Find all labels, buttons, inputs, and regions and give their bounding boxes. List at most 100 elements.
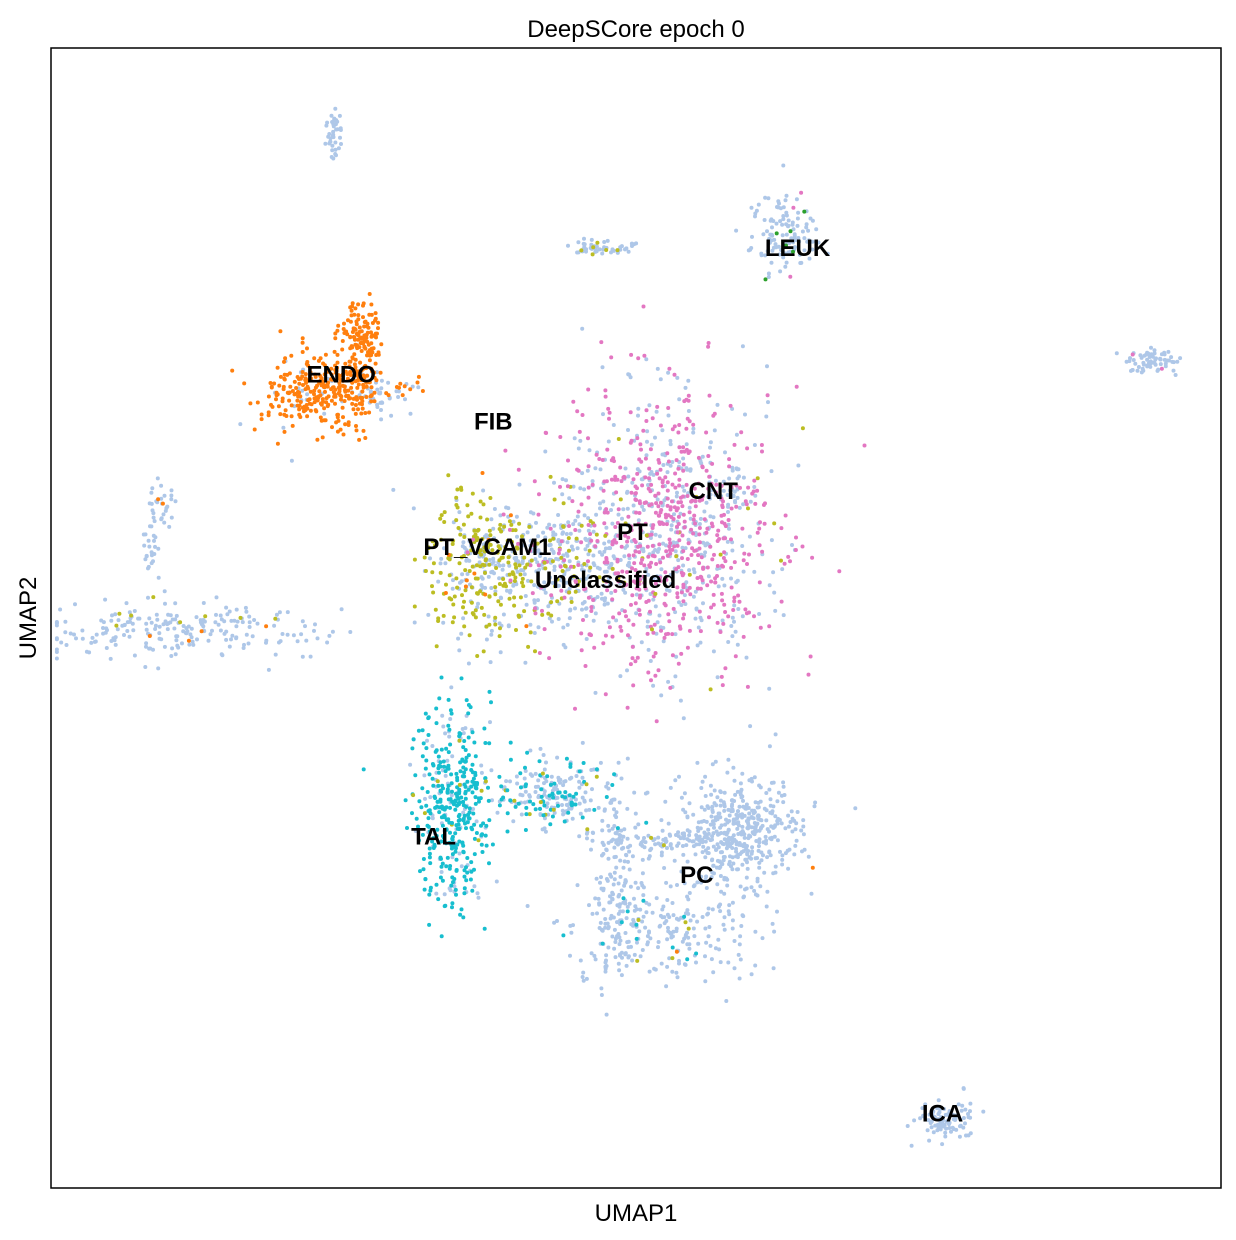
- scatter-point: [672, 544, 677, 549]
- scatter-point: [338, 128, 343, 132]
- scatter-point: [674, 494, 679, 499]
- scatter-point: [611, 882, 616, 887]
- scatter-point: [410, 746, 415, 751]
- scatter-point: [479, 763, 484, 768]
- scatter-point: [694, 833, 699, 838]
- scatter-point: [424, 803, 429, 808]
- scatter-point: [730, 926, 735, 931]
- scatter-point: [518, 771, 523, 776]
- scatter-point: [726, 614, 731, 619]
- scatter-point: [807, 256, 812, 261]
- scatter-point: [638, 907, 643, 912]
- scatter-point: [74, 636, 78, 641]
- scatter-point: [326, 369, 331, 374]
- scatter-point: [604, 877, 609, 881]
- scatter-point: [450, 620, 455, 625]
- scatter-point: [699, 618, 704, 623]
- scatter-point: [484, 637, 489, 642]
- scatter-point: [790, 829, 795, 834]
- scatter-point: [700, 464, 705, 469]
- scatter-point: [567, 496, 572, 501]
- scatter-point: [502, 785, 507, 790]
- scatter-point: [732, 619, 736, 624]
- scatter-point: [704, 874, 709, 879]
- scatter-point: [461, 554, 466, 558]
- scatter-point: [306, 363, 311, 368]
- scatter-point: [367, 292, 372, 296]
- scatter-point: [556, 583, 561, 588]
- scatter-point: [524, 812, 529, 817]
- scatter-point: [634, 907, 639, 912]
- scatter-point: [584, 637, 589, 641]
- scatter-point: [423, 877, 428, 882]
- scatter-point: [650, 526, 655, 530]
- scatter-point: [1171, 360, 1176, 365]
- scatter-point: [325, 640, 330, 645]
- scatter-point: [376, 320, 381, 325]
- scatter-point: [782, 793, 787, 797]
- scatter-point: [514, 558, 518, 563]
- scatter-point: [434, 882, 439, 887]
- scatter-point: [709, 792, 714, 797]
- scatter-point: [507, 527, 512, 532]
- scatter-point: [601, 886, 606, 891]
- scatter-point: [604, 525, 609, 530]
- scatter-point: [703, 979, 708, 984]
- scatter-point: [645, 624, 650, 629]
- scatter-point: [169, 488, 174, 493]
- scatter-point: [440, 861, 445, 866]
- scatter-point: [303, 624, 307, 629]
- scatter-point: [745, 684, 750, 689]
- scatter-point: [507, 596, 512, 601]
- scatter-point: [669, 582, 673, 587]
- scatter-point: [605, 781, 610, 786]
- scatter-point: [458, 912, 463, 917]
- scatter-point: [475, 576, 480, 581]
- scatter-point: [1145, 357, 1150, 362]
- scatter-point: [601, 641, 606, 646]
- scatter-point: [697, 838, 702, 843]
- scatter-point: [837, 569, 842, 574]
- scatter-point: [493, 615, 498, 620]
- scatter-point: [363, 436, 368, 440]
- scatter-point: [663, 512, 668, 517]
- scatter-point: [453, 887, 458, 892]
- scatter-point: [658, 500, 663, 505]
- scatter-point: [268, 381, 273, 385]
- scatter-point: [555, 919, 559, 923]
- scatter-point: [419, 805, 424, 810]
- scatter-point: [713, 478, 718, 483]
- scatter-point: [337, 113, 342, 118]
- scatter-point: [350, 330, 355, 334]
- scatter-point: [640, 871, 645, 876]
- scatter-point: [638, 593, 643, 598]
- scatter-point: [712, 411, 717, 416]
- scatter-point: [675, 843, 680, 848]
- scatter-point: [242, 642, 246, 647]
- scatter-point: [943, 1134, 948, 1139]
- scatter-point: [568, 531, 573, 536]
- scatter-point: [637, 511, 642, 515]
- scatter-point: [543, 538, 547, 543]
- scatter-point: [457, 782, 462, 787]
- scatter-point: [521, 584, 526, 589]
- scatter-point: [474, 831, 479, 835]
- scatter-point: [154, 612, 159, 617]
- scatter-point: [626, 428, 630, 432]
- scatter-point: [625, 489, 630, 494]
- scatter-point: [742, 551, 747, 556]
- scatter-point: [584, 538, 589, 543]
- scatter-point: [736, 593, 741, 598]
- scatter-point: [533, 649, 537, 654]
- scatter-point: [594, 774, 599, 779]
- scatter-point: [114, 623, 119, 628]
- scatter-point: [1114, 351, 1119, 356]
- scatter-point: [551, 795, 556, 800]
- scatter-point: [572, 436, 577, 441]
- scatter-point: [603, 546, 608, 551]
- scatter-point: [695, 919, 700, 924]
- scatter-point: [745, 826, 750, 830]
- scatter-point: [447, 734, 452, 739]
- scatter-point: [280, 632, 285, 636]
- scatter-point: [661, 555, 665, 560]
